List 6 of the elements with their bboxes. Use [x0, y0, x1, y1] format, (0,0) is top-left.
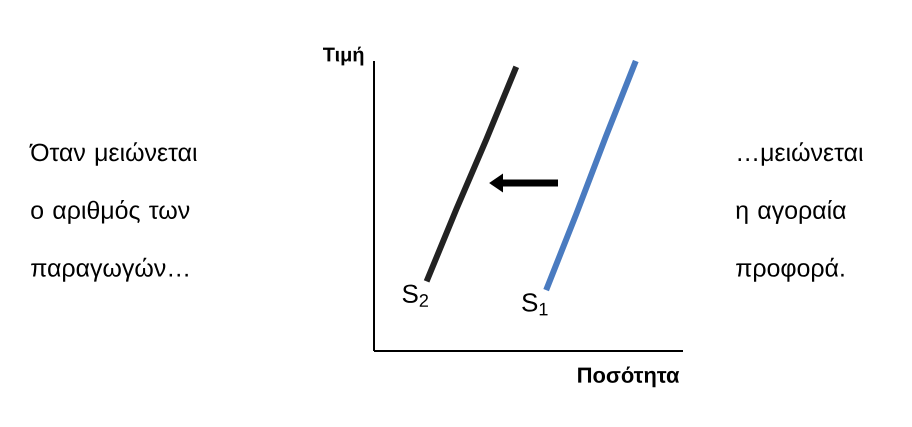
series-label: S$_{1}$ — [522, 293, 548, 316]
text: Όταν μειώνεται ο αριθμός των παραγωγών… — [29, 142, 197, 282]
x-axis-title: Ποσότητα — [578, 366, 680, 388]
text: …μειώνεται η αγοραία προφορά. — [736, 142, 863, 282]
y-axis-title: Τιμή — [322, 46, 364, 66]
series-label: S$_{2}$ — [402, 284, 428, 307]
